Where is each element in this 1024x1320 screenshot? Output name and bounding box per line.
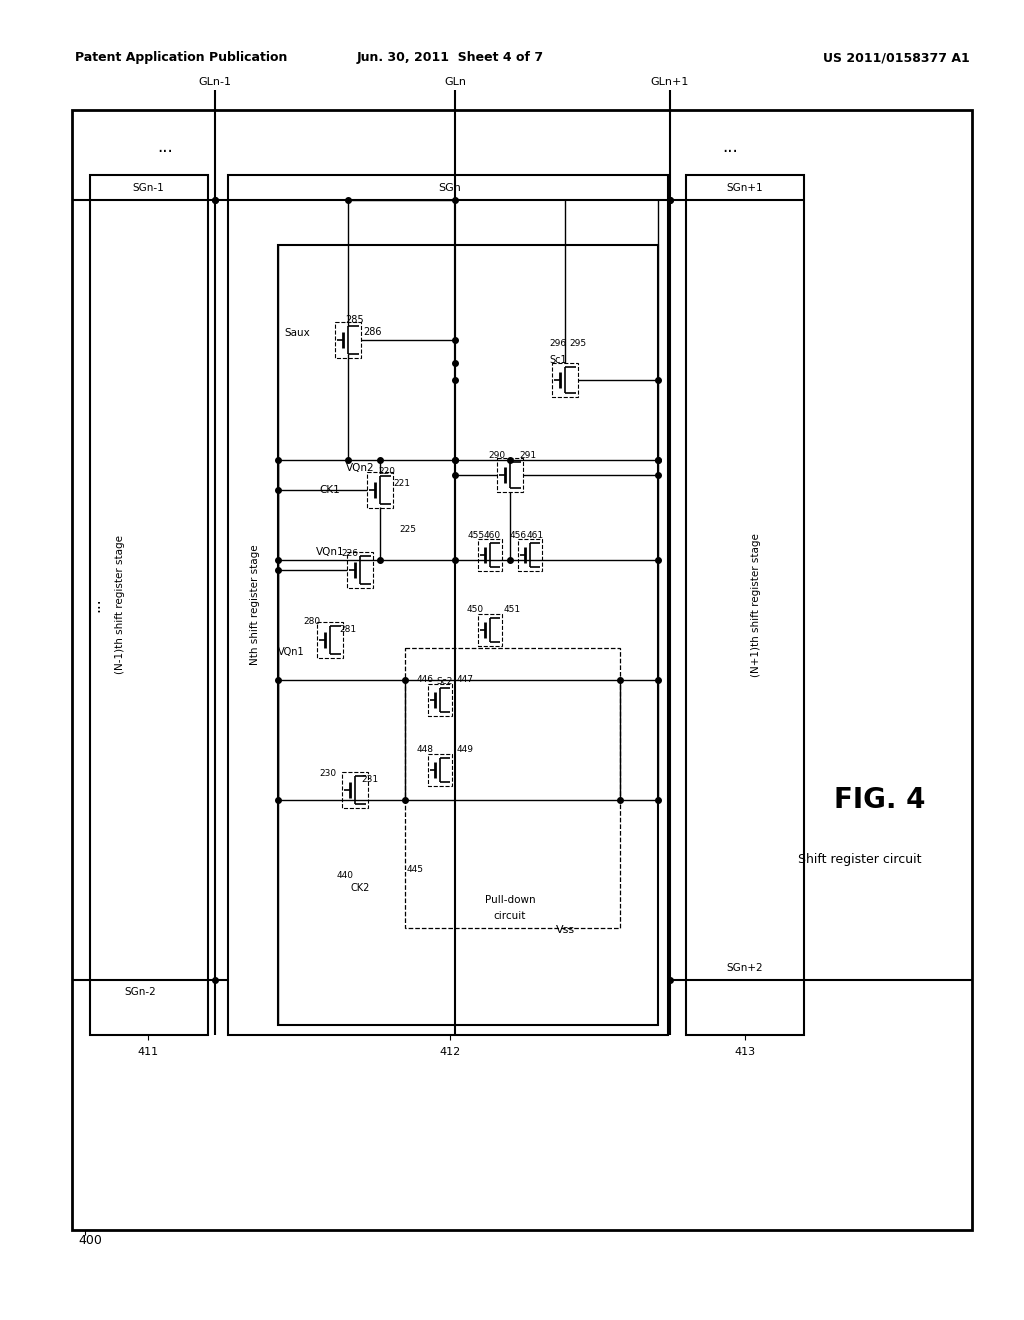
Text: SGn: SGn [438,183,462,193]
Text: 461: 461 [526,531,544,540]
Bar [228,176,668,1035]
Text: 450: 450 [467,606,483,615]
Bar [347,552,373,587]
Text: SGn+2: SGn+2 [727,964,763,973]
Text: 411: 411 [137,1047,159,1057]
Text: Vss: Vss [555,925,574,935]
Bar [428,754,452,785]
Text: 226: 226 [341,549,358,557]
Text: (N-1)th shift register stage: (N-1)th shift register stage [115,536,125,675]
Text: 451: 451 [504,606,520,615]
Text: 285: 285 [346,315,365,325]
Text: Jun. 30, 2011  Sheet 4 of 7: Jun. 30, 2011 Sheet 4 of 7 [356,51,544,65]
Bar [497,458,523,492]
Text: 286: 286 [362,327,381,337]
Text: circuit: circuit [494,911,526,921]
Text: 456: 456 [509,531,526,540]
Text: CK2: CK2 [350,883,370,894]
Text: VQn2: VQn2 [346,463,375,473]
Text: 231: 231 [361,776,379,784]
Text: 281: 281 [339,626,356,635]
Bar [478,539,502,572]
Bar [518,539,542,572]
Text: GLn+1: GLn+1 [651,77,689,87]
Text: 460: 460 [483,531,501,540]
Text: (N+1)th shift register stage: (N+1)th shift register stage [751,533,761,677]
Text: 440: 440 [337,870,353,879]
Text: 296: 296 [550,339,566,348]
Text: 230: 230 [319,768,337,777]
Text: Sc2: Sc2 [437,677,454,686]
Text: 413: 413 [734,1047,756,1057]
Text: SGn+1: SGn+1 [727,183,763,193]
Bar [317,622,343,657]
Text: 295: 295 [569,339,587,348]
Text: ...: ... [87,598,102,612]
Text: Pull-down: Pull-down [484,895,536,906]
Text: 448: 448 [417,746,433,755]
Text: 446: 446 [417,676,433,685]
Text: ...: ... [793,598,808,612]
Text: 280: 280 [303,618,321,627]
Text: SGn-2: SGn-2 [124,987,156,997]
Text: 291: 291 [519,450,537,459]
Text: 412: 412 [439,1047,461,1057]
Text: CK1: CK1 [319,484,340,495]
Text: 225: 225 [399,525,417,535]
Bar [686,176,804,1035]
Text: 400: 400 [78,1233,101,1246]
Text: Nth shift register stage: Nth shift register stage [250,545,260,665]
Text: 220: 220 [379,467,395,477]
Bar [72,110,972,1230]
Text: Patent Application Publication: Patent Application Publication [75,51,288,65]
Text: VQn1: VQn1 [279,647,305,657]
Text: Sc1: Sc1 [549,355,567,366]
Bar [335,322,361,358]
Bar [278,246,658,1026]
Bar [428,684,452,715]
Text: SGn-1: SGn-1 [132,183,164,193]
Bar [406,648,620,928]
Text: 447: 447 [457,676,473,685]
Text: GLn: GLn [444,77,466,87]
Text: FIG. 4: FIG. 4 [835,785,926,814]
Text: 445: 445 [407,866,424,874]
Bar [552,363,578,397]
Text: 290: 290 [488,450,506,459]
Text: ...: ... [722,139,738,156]
Text: 221: 221 [393,479,411,487]
Text: GLn-1: GLn-1 [199,77,231,87]
Text: 449: 449 [457,746,473,755]
Text: Saux: Saux [285,327,310,338]
Text: US 2011/0158377 A1: US 2011/0158377 A1 [823,51,970,65]
Bar [478,614,502,645]
Bar [90,176,208,1035]
Bar [342,772,368,808]
Text: VQn1: VQn1 [315,546,344,557]
Text: ...: ... [157,139,173,156]
Text: Shift register circuit: Shift register circuit [799,854,922,866]
Bar [367,473,393,508]
Text: 455: 455 [467,531,484,540]
